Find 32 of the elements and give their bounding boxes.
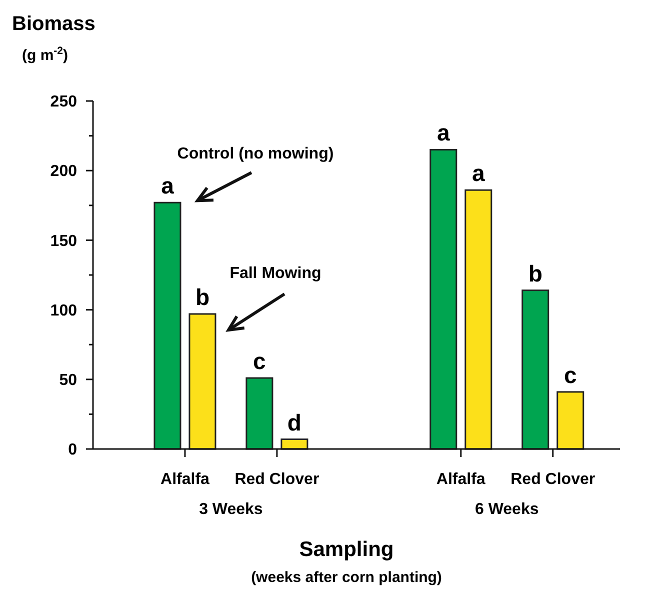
data-label: a [436,120,450,146]
bar [188,313,216,450]
text: Control (no mowing) [177,146,334,163]
text: Fall Mowing [230,264,322,282]
x-tick-label: Alfalfa [436,471,486,488]
bar [430,148,458,450]
x-axis-title: Sampling (weeks after corn planting) [251,538,442,586]
y-tick-label: 250 [50,94,78,111]
y-tick-label: 50 [59,372,78,389]
y-tick-label: 100 [50,302,78,320]
bar [464,189,492,450]
text: 6 Weeks [475,501,539,518]
y-tick-label: 150 [50,232,78,250]
data-label: b [195,284,210,310]
y-tick-label: 0 [68,442,78,459]
data-label: a [161,172,174,199]
data-label: a [472,160,485,186]
bar [280,438,308,450]
bar [556,391,584,450]
bar [522,290,550,450]
x-tick-label: Alfalfa [160,471,210,488]
bar [154,202,182,450]
y-axis-title: Biomass (g m$^{-2}$) [12,13,96,64]
x-tick-label: Red Clover [234,471,320,488]
data-label: b [528,260,542,286]
y-tick-label: 200 [50,163,78,180]
x-tick-label: Red Clover [510,471,596,488]
data-label: c [253,348,266,374]
data-label: c [564,362,577,388]
bar [246,377,274,450]
text: 3 Weeks [199,501,263,518]
data-label: d [287,409,302,436]
